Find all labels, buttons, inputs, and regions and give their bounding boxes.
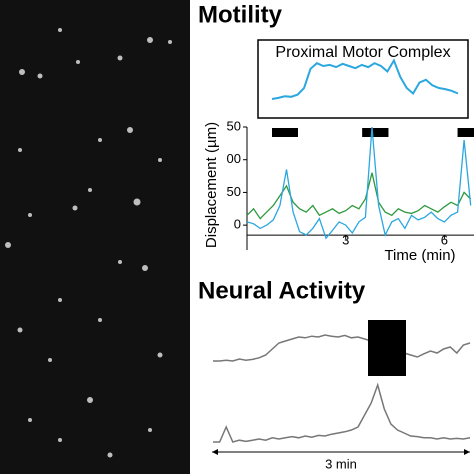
- micrograph: [0, 0, 190, 474]
- inset-title: Proximal Motor Complex: [275, 44, 450, 61]
- y-axis-label: Displacement (µm): [203, 122, 220, 248]
- motility-trace: [246, 126, 472, 240]
- y-tick-label: 50: [227, 118, 241, 133]
- neural-trace: [213, 382, 471, 443]
- y-tick-label: 00: [227, 151, 241, 166]
- x-tick-label: 6: [441, 232, 448, 247]
- motility-trace: [246, 172, 472, 220]
- stimulus-bar: [362, 128, 389, 137]
- stimulus-bar: [272, 128, 298, 137]
- inset-trace: [271, 58, 459, 100]
- neural-trace: [213, 334, 471, 362]
- y-tick-label: 50: [227, 184, 241, 199]
- neural-title: Neural Activity: [198, 277, 366, 304]
- x-axis-label: Time (min): [384, 247, 455, 264]
- stimulus-block: [368, 320, 406, 376]
- scale-label: 3 min: [325, 456, 357, 471]
- stimulus-bar: [457, 128, 474, 137]
- motility-title: Motility: [198, 1, 283, 28]
- x-tick-label: 3: [342, 232, 349, 247]
- y-tick-label: 0: [234, 217, 241, 232]
- inset-frame: [257, 39, 469, 119]
